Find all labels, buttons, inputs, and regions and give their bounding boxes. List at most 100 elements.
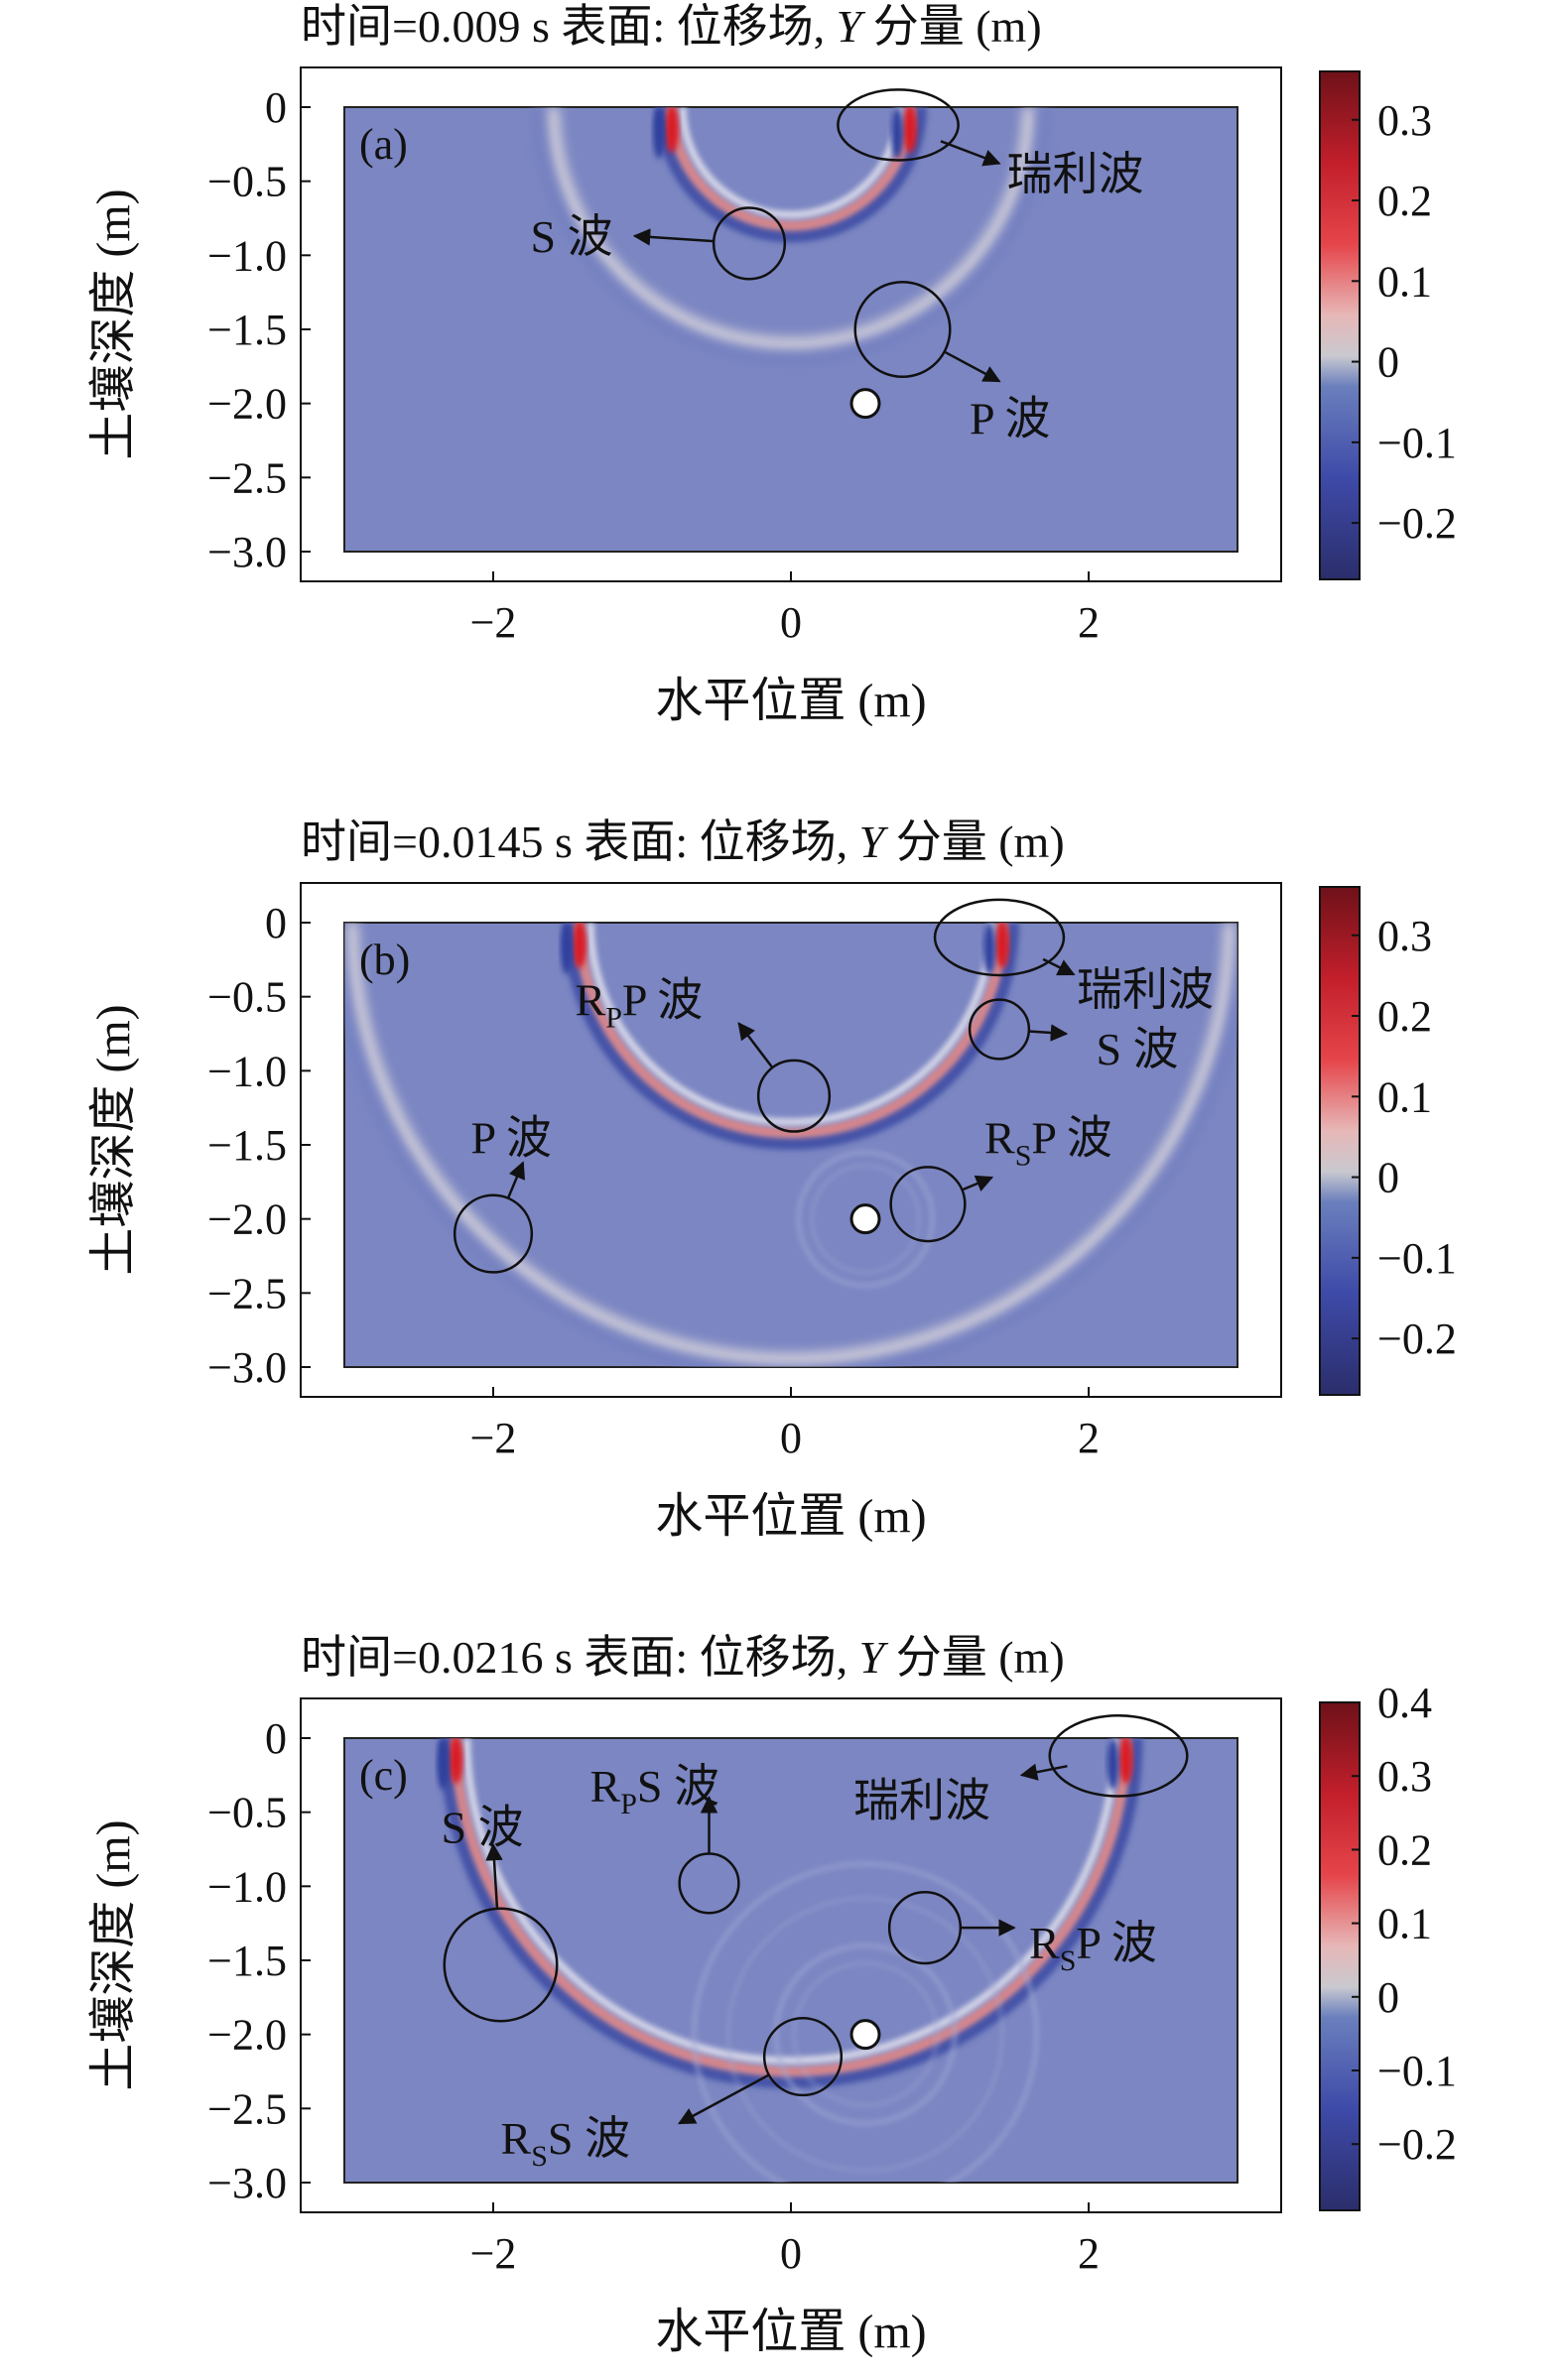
y-tick-label: 0: [265, 899, 287, 947]
y-tick-label: −0.5: [207, 1789, 287, 1837]
annotation-ellipse: [1048, 1714, 1189, 1798]
label-subscript: P: [620, 1788, 637, 1820]
panel-label: (c): [359, 1751, 408, 1800]
annotation: S 波: [531, 206, 787, 281]
annotation-arrow: [1042, 957, 1076, 976]
wavefront-S-inner: [586, 923, 995, 1126]
annotation: P 波: [853, 280, 1050, 444]
wavefront-S-outer: [655, 107, 927, 243]
y-tick-label: −2.5: [207, 1269, 287, 1317]
wavefront-S-outer: [563, 923, 1019, 1150]
title-part: 时间=0.0145 s 表面: 位移场,: [301, 816, 859, 867]
colorbar-tick-label: −0.1: [1377, 419, 1457, 467]
colorbar-tick-label: 0.2: [1377, 177, 1432, 225]
annotation: 瑞利波: [933, 898, 1214, 1015]
annotation-label: RSP 波: [984, 1113, 1112, 1173]
y-tick-label: −2.0: [207, 380, 287, 429]
label-part: P 波: [1076, 1918, 1156, 1968]
y-axis-label: 土壤深度 (m): [87, 1004, 140, 1275]
colorbar-tick-label: −0.2: [1377, 499, 1457, 548]
annotation-label: S 波: [531, 211, 613, 262]
colorbar-tick-label: 0.1: [1377, 1072, 1432, 1121]
colorbar: [1319, 1701, 1361, 2211]
panel-label: (b): [359, 936, 410, 984]
colorbar-tick-label: 0: [1377, 1973, 1399, 2022]
title-part: Y: [859, 1632, 889, 1683]
rayleigh-trough: [983, 923, 995, 974]
colorbar-tick-label: 0.1: [1377, 1900, 1432, 1948]
annotation: RSP 波: [889, 1113, 1112, 1243]
annotation-arrow: [677, 2073, 770, 2125]
wavefront-RsP: [796, 1150, 935, 1288]
rayleigh-peak: [1118, 1738, 1133, 1784]
annotation-circle: [968, 998, 1031, 1061]
y-tick-label: 0: [265, 83, 287, 132]
title-part: 时间=0.0216 s 表面: 位移场,: [301, 1632, 859, 1683]
annotation-label: S 波: [442, 1803, 524, 1853]
annotation-circle: [853, 280, 952, 379]
annotation-arrow: [485, 1842, 503, 1909]
heatmap-field: [343, 1737, 1238, 2184]
wavefront-RsP-echo: [726, 1896, 1004, 2173]
wavefront-S-inner: [679, 107, 903, 218]
wavefront-RsS: [774, 1943, 957, 2126]
wavefront-RsP: [692, 1861, 1039, 2183]
annotation-label: 瑞利波: [853, 1776, 990, 1826]
label-part: S 波: [548, 2113, 630, 2164]
annotation: 瑞利波: [837, 88, 1144, 199]
label-part: 瑞利波: [1007, 149, 1144, 199]
x-tick-label: −2: [470, 1414, 517, 1462]
rayleigh-peak: [903, 107, 917, 153]
label-part: R: [590, 1761, 621, 1812]
title-part: 分量 (m): [861, 1, 1041, 52]
title-part: 分量 (m): [884, 816, 1064, 867]
colorbar: [1319, 70, 1361, 580]
annotation: S 波: [968, 998, 1179, 1074]
rayleigh-peak: [665, 107, 679, 153]
x-axis-label: 水平位置 (m): [655, 675, 926, 727]
x-tick-label: −2: [470, 2229, 517, 2278]
rayleigh-peak: [573, 923, 586, 968]
label-part: R: [1029, 1918, 1060, 1968]
y-tick-label: 0: [265, 1714, 287, 1763]
annotation-label: 瑞利波: [1007, 149, 1144, 199]
colorbar-tick-label: −0.1: [1377, 2047, 1457, 2095]
y-tick-label: −1.0: [207, 231, 287, 280]
annotation-label: RSP 波: [1029, 1918, 1157, 1977]
annotation-circle: [762, 2016, 844, 2097]
annotation-arrow: [1028, 1024, 1069, 1042]
wavefront-RsS-echo: [792, 1961, 939, 2107]
colorbar-tick-label: 0.3: [1377, 912, 1432, 960]
annotation-label: S 波: [1097, 1024, 1179, 1074]
y-tick-label: −1.5: [207, 1937, 287, 1985]
annotation-ellipse: [933, 898, 1066, 977]
x-tick-label: −2: [470, 598, 517, 647]
rayleigh-peak: [449, 1738, 463, 1784]
source-point: [849, 2019, 881, 2051]
heatmap-field: [343, 106, 1238, 553]
annotation: S 波: [442, 1803, 559, 2023]
annotation: RSP 波: [887, 1891, 1157, 1977]
y-axis-label: 土壤深度 (m): [87, 188, 140, 459]
y-tick-label: −0.5: [207, 158, 287, 206]
y-tick-label: −3.0: [207, 1343, 287, 1392]
annotation-arrow: [944, 350, 1001, 383]
label-part: R: [984, 1113, 1015, 1164]
annotation: RPP 波: [576, 975, 832, 1133]
title-part: 分量 (m): [884, 1632, 1064, 1683]
x-tick-label: 2: [1078, 598, 1100, 647]
wavefront-P-trail: [535, 107, 1047, 362]
label-part: R: [576, 975, 606, 1026]
colorbar-tick-label: −0.1: [1377, 1234, 1457, 1283]
colorbar: [1319, 886, 1361, 1396]
annotation-circle: [443, 1907, 559, 2023]
x-tick-label: 2: [1078, 2229, 1100, 2278]
label-part: P 波: [622, 975, 703, 1026]
y-tick-label: −2.0: [207, 2011, 287, 2060]
x-axis-label: 水平位置 (m): [655, 1490, 926, 1543]
annotation-label: RSS 波: [501, 2113, 630, 2173]
label-part: P 波: [970, 394, 1050, 444]
wavefront-P: [345, 923, 1237, 1366]
panel-c: 时间=0.0216 s 表面: 位移场, Y 分量 (m)S 波RPS 波瑞利波…: [87, 1632, 1457, 2358]
